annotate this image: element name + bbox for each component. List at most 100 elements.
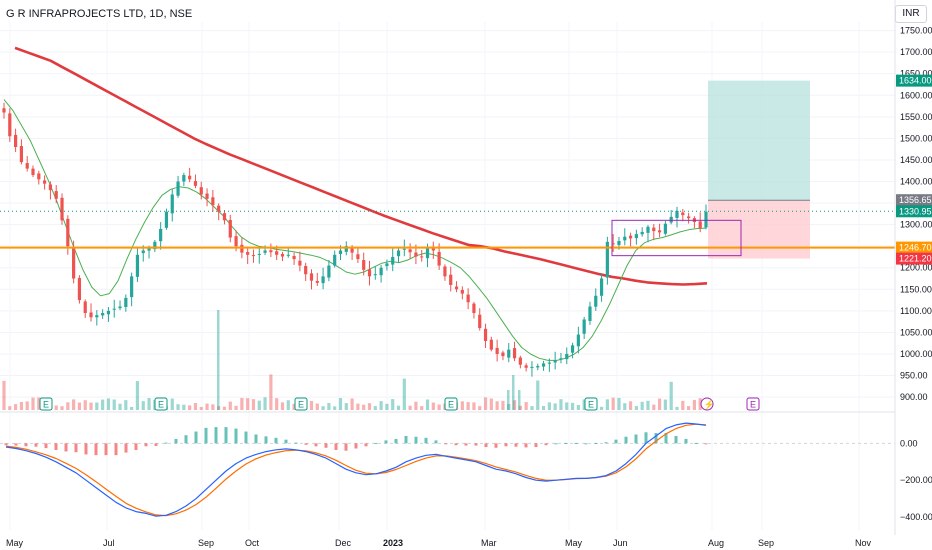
volume-bar <box>199 406 203 410</box>
target-zone <box>708 80 810 201</box>
volume-bar <box>675 406 679 410</box>
candle-body <box>72 247 76 279</box>
candle-body <box>234 236 238 247</box>
volume-bar <box>692 399 696 410</box>
volume-bar <box>431 402 435 410</box>
volume-bar <box>356 403 360 410</box>
candle-body <box>89 312 93 318</box>
macd-histogram-bar <box>144 443 148 447</box>
volume-bar <box>576 404 580 410</box>
volume-bar <box>605 399 609 410</box>
volume-bar <box>217 406 221 410</box>
time-tick-label: Jul <box>103 538 115 548</box>
candle-body <box>193 181 198 186</box>
candle-body <box>402 248 406 250</box>
macd-histogram-bar <box>324 443 328 448</box>
candle-body <box>2 108 6 113</box>
candle-body <box>524 365 528 368</box>
candle-body <box>512 348 517 359</box>
volume-bar <box>565 402 569 410</box>
candle-body <box>275 251 279 255</box>
volume-bar <box>2 380 6 410</box>
macd-histogram-bar <box>174 438 178 444</box>
macd-histogram-bar <box>134 443 138 450</box>
candle-body <box>588 306 592 321</box>
macd-pane <box>0 411 895 517</box>
candle-body <box>338 250 343 254</box>
candle-body <box>188 175 192 180</box>
volume-bar <box>414 401 418 410</box>
moving-average-short <box>3 99 707 361</box>
price-tick-label: 1200.00 <box>900 263 932 273</box>
earnings-marker <box>39 397 53 411</box>
stop-zone <box>708 200 810 259</box>
volume-bar <box>135 381 140 410</box>
candle-body <box>286 254 290 256</box>
volume-bar <box>338 397 343 410</box>
volume-spike <box>507 390 510 410</box>
volume-bar <box>240 397 244 410</box>
volume-bar <box>106 398 111 410</box>
volume-bar <box>379 401 383 410</box>
macd-histogram-bar <box>684 438 688 444</box>
volume-bar <box>599 406 604 410</box>
volume-bar <box>251 399 256 410</box>
candle-body <box>362 260 366 270</box>
volume-bar <box>507 404 511 410</box>
candle-body <box>425 248 430 259</box>
volume-bar <box>686 406 691 410</box>
volume-bar <box>483 397 488 410</box>
candle-body <box>257 253 261 255</box>
volume-bar <box>89 402 93 410</box>
candle-body <box>164 211 169 228</box>
price-tag-label: 1330.95 <box>899 206 932 216</box>
candle-body <box>495 347 499 354</box>
candle-body <box>704 211 708 228</box>
candle-body <box>536 366 540 368</box>
macd-histogram-bar <box>584 443 588 445</box>
volume-bar <box>628 401 633 410</box>
volume-bar <box>280 402 285 410</box>
price-tick-label: 1750.00 <box>900 26 932 36</box>
volume-bar <box>327 402 331 410</box>
macd-histogram-bar <box>104 443 108 456</box>
candle-body <box>391 256 395 265</box>
volume-spike <box>518 390 521 410</box>
volume-bar <box>362 404 366 410</box>
candle-body <box>101 313 105 316</box>
time-tick-label: Jun <box>613 538 628 548</box>
macd-histogram-bar <box>54 443 58 450</box>
candle-body <box>669 216 673 223</box>
candle-body <box>437 251 441 266</box>
candle-body <box>182 175 186 182</box>
moving-average-long <box>14 46 708 286</box>
volume-bar <box>31 397 35 410</box>
macd-histogram-bar <box>94 443 98 456</box>
candle-body <box>686 216 691 219</box>
candle-body <box>280 254 285 257</box>
volume-bar <box>77 402 82 410</box>
candle-body <box>570 345 575 353</box>
macd-histogram-bar <box>434 440 438 444</box>
candle-body <box>333 254 337 266</box>
overlays <box>0 210 895 257</box>
volume-bar <box>37 397 41 410</box>
volume-bar <box>292 403 296 410</box>
macd-tick-label: −400.00 <box>900 512 932 522</box>
candle-body <box>350 247 354 253</box>
macd-histogram-bar <box>274 437 278 444</box>
candle-body <box>652 227 656 232</box>
volume-bar <box>141 401 145 410</box>
price-tick-label: 1650.00 <box>900 69 932 79</box>
volume-bar <box>385 403 389 410</box>
volume-bar <box>570 402 575 410</box>
macd-histogram-bar <box>124 443 128 453</box>
candle-body <box>640 231 644 235</box>
price-tick-label: 1400.00 <box>900 177 932 187</box>
time-axis: May Jul Sep Oct Dec 2023 Mar May Jun Aug Sep Nov <box>6 538 872 548</box>
candle-body <box>344 246 348 252</box>
time-tick-label: May <box>565 538 583 548</box>
macd-histogram-bar <box>414 436 418 444</box>
volume-bar <box>472 402 476 410</box>
